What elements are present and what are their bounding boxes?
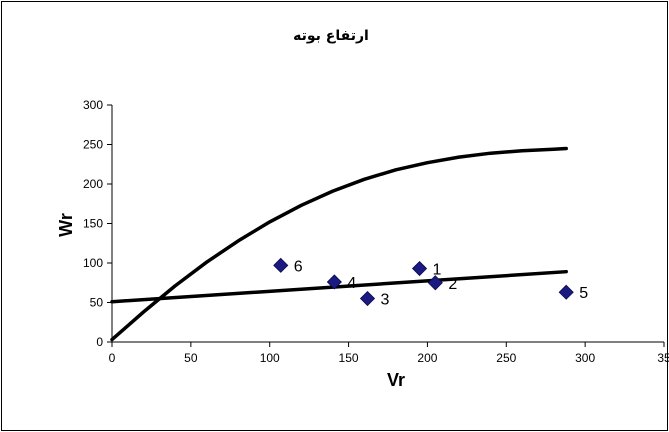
y-tick-label: 0 bbox=[96, 335, 103, 349]
data-point-label: 2 bbox=[448, 276, 457, 293]
regression-line bbox=[110, 269, 568, 304]
y-tick-label: 200 bbox=[83, 177, 103, 191]
y-tick-label: 150 bbox=[83, 217, 103, 231]
x-tick-label: 100 bbox=[260, 351, 280, 365]
data-point-label: 5 bbox=[579, 285, 588, 302]
y-axis-label: Wr bbox=[56, 213, 76, 237]
y-tick-label: 250 bbox=[83, 138, 103, 152]
data-point-label: 6 bbox=[294, 258, 303, 275]
x-tick-label: 300 bbox=[575, 351, 595, 365]
chart-title: ارتفاع بوته bbox=[293, 28, 369, 44]
x-tick-label: 150 bbox=[339, 351, 359, 365]
curves bbox=[110, 146, 568, 342]
x-axis-label: Vr bbox=[387, 370, 405, 390]
data-point bbox=[411, 260, 428, 277]
parabola-curve bbox=[110, 146, 568, 342]
data-point bbox=[273, 257, 289, 273]
x-tick-label: 250 bbox=[496, 351, 516, 365]
data-points: 12 3 4 5 6 bbox=[273, 257, 588, 309]
data-point-label: 3 bbox=[380, 292, 389, 309]
data-point bbox=[326, 274, 342, 290]
x-tick-label: 35 bbox=[657, 351, 669, 365]
data-point bbox=[558, 284, 574, 300]
y-tick-label: 300 bbox=[83, 98, 103, 112]
x-tick-label: 0 bbox=[109, 351, 116, 365]
data-point-label: 4 bbox=[347, 275, 356, 292]
x-tick-label: 50 bbox=[184, 351, 198, 365]
data-point bbox=[427, 275, 443, 291]
data-point bbox=[359, 290, 376, 307]
x-tick-label: 200 bbox=[417, 351, 437, 365]
y-tick-label: 100 bbox=[83, 256, 103, 270]
y-tick-label: 50 bbox=[90, 296, 104, 310]
data-point-label: 1 bbox=[433, 262, 442, 279]
